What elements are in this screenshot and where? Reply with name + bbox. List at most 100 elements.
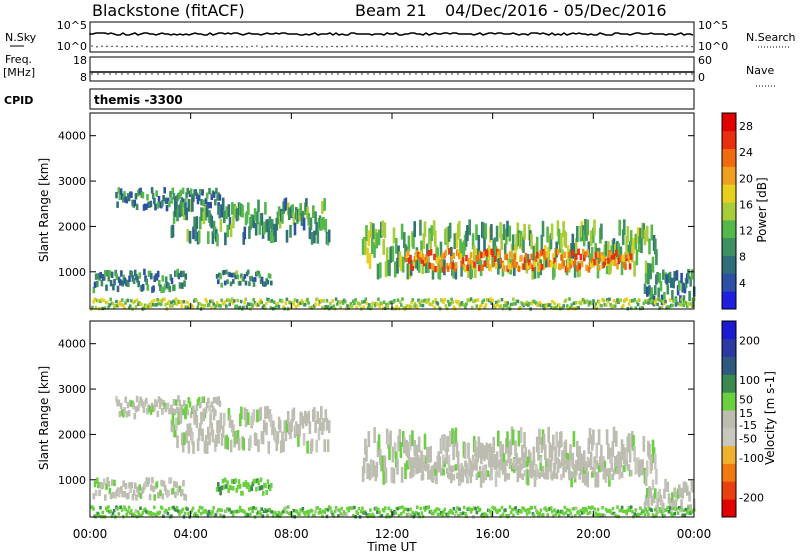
power-cell-4: [637, 236, 641, 253]
velocity-cell-3: [227, 488, 230, 493]
velocity-cell-7: [509, 510, 513, 515]
power-cell-4: [455, 232, 459, 249]
power-cell-7: [450, 297, 453, 302]
power-cell-2: [310, 232, 314, 245]
velocity-cell-4: [600, 444, 603, 461]
power-x-ticks: [89, 113, 695, 309]
velocity-cell-7: [397, 513, 401, 518]
power-cell-5: [530, 253, 533, 260]
velocity-cell-7: [345, 512, 348, 517]
power-cell-4: [533, 262, 537, 279]
power-cell-4: [508, 225, 512, 242]
velocity-cell-2: [315, 439, 318, 453]
nsearch-dot: [541, 46, 543, 48]
velocity-cell-7: [414, 510, 418, 515]
velocity-cell-0: [137, 490, 140, 498]
velocity-cell-7: [163, 510, 166, 514]
power-cell-1: [205, 192, 209, 199]
velocity-cell-3: [215, 487, 219, 492]
velocity-cell-3: [232, 485, 235, 491]
power-cell-5: [529, 262, 532, 269]
power-cell-5: [575, 253, 578, 260]
velocity-cell-7: [112, 508, 116, 513]
power-cell-4: [472, 245, 476, 262]
velocity-cell-1: [172, 399, 176, 406]
velocity-cell-4: [509, 439, 513, 456]
velocity-cell-3: [229, 485, 233, 491]
velocity-cell-7: [583, 510, 586, 514]
power-cell-5: [440, 260, 443, 268]
nave-dot: [343, 73, 345, 75]
velocity-cell-4: [377, 434, 381, 451]
velocity-cell-7: [504, 508, 507, 512]
power-cell-5: [595, 259, 599, 266]
nsearch-dot: [166, 46, 168, 48]
power-cell-5: [613, 259, 617, 266]
velocity-cell-7: [551, 509, 554, 514]
velocity-cell-1: [192, 405, 195, 412]
velocity-cell-7: [532, 513, 536, 517]
velocity-cell-0: [109, 492, 113, 500]
nsearch-dot: [121, 46, 123, 48]
power-cell-2: [210, 215, 214, 229]
power-cell-7: [659, 299, 663, 303]
velocity-cell-7: [659, 509, 663, 513]
power-cell-7: [341, 301, 345, 305]
power-cell-5: [600, 252, 603, 259]
power-cell-3: [257, 270, 260, 276]
nave-dot: [601, 73, 603, 75]
power-cell-7: [99, 299, 102, 304]
velocity-cell-7: [627, 506, 631, 510]
velocity-cell-7: [247, 507, 251, 511]
velocity-cell-6: [662, 502, 665, 513]
velocity-cell-7: [128, 511, 132, 515]
colorbar-segment: [722, 463, 736, 482]
velocity-cell-0: [129, 486, 132, 493]
velocity-cell-2: [175, 417, 178, 431]
power-cell-7: [151, 303, 155, 307]
power-cell-7: [506, 301, 509, 305]
nave-dot: [691, 73, 693, 75]
velocity-cell-3: [237, 479, 241, 484]
power-cell-6: [643, 283, 647, 294]
velocity-cell-1: [141, 401, 145, 408]
velocity-cell-2: [276, 431, 280, 444]
velocity-cell-7: [382, 509, 386, 513]
nave-dot: [337, 73, 339, 75]
velocity-cell-5: [573, 472, 577, 480]
power-cell-7: [537, 302, 540, 307]
nsearch-dot: [316, 46, 318, 48]
power-cell-4: [625, 235, 628, 252]
power-cell-7: [642, 301, 646, 305]
velocity-cell-3: [251, 481, 255, 487]
velocity-cell-2: [292, 407, 296, 421]
power-cell-7: [489, 297, 492, 301]
velocity-cell-3: [260, 485, 264, 490]
velocity-cell-7: [441, 512, 444, 517]
power-cell-4: [379, 262, 382, 279]
velocity-cell-1: [205, 401, 209, 409]
power-cell-7: [389, 300, 393, 305]
velocity-cell-0: [92, 493, 96, 500]
power-cell-7: [436, 302, 440, 306]
velocity-cell-3: [230, 479, 234, 484]
velocity-cell-4: [588, 427, 592, 444]
nsky-line: [89, 32, 694, 36]
power-cell-5: [477, 264, 481, 272]
power-cell-2: [302, 217, 306, 231]
power-cell-7: [338, 301, 341, 305]
velocity-cell-2: [262, 419, 266, 433]
velocity-cell-0: [104, 494, 107, 501]
velocity-cell-4: [619, 452, 623, 468]
velocity-cell-3: [248, 487, 251, 493]
power-cell-5: [492, 260, 496, 267]
velocity-cell-1: [217, 396, 220, 403]
power-cell-5: [446, 265, 450, 272]
power-cell-2: [315, 222, 318, 235]
power-cell-4: [369, 222, 373, 238]
power-cell-4: [372, 223, 375, 240]
velocity-cell-7: [176, 509, 180, 513]
velocity-cell-7: [429, 509, 433, 513]
velocity-cell-1: [210, 401, 214, 408]
